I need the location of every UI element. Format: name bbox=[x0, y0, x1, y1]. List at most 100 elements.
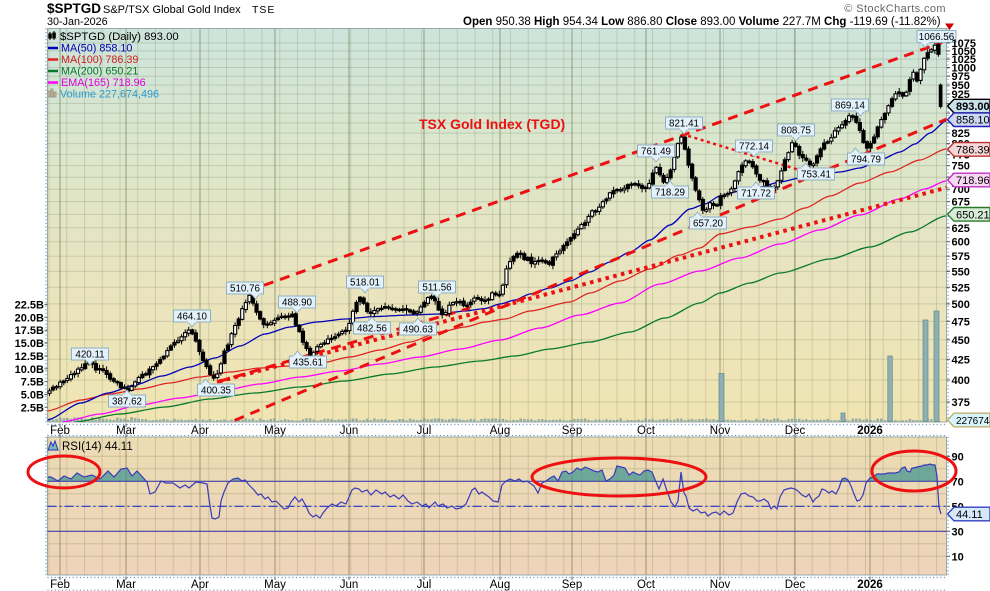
svg-text:753.41: 753.41 bbox=[801, 170, 831, 181]
svg-text:808.75: 808.75 bbox=[781, 126, 812, 137]
svg-text:435.61: 435.61 bbox=[293, 358, 323, 369]
svg-text:510.76: 510.76 bbox=[230, 284, 261, 295]
svg-text:227674496: 227674496 bbox=[956, 416, 990, 427]
svg-text:Mar: Mar bbox=[116, 425, 136, 437]
svg-text:600: 600 bbox=[952, 237, 970, 249]
svg-text:387.62: 387.62 bbox=[112, 397, 142, 408]
svg-text:May: May bbox=[264, 579, 286, 591]
svg-text:Dec: Dec bbox=[785, 425, 806, 437]
svg-text:500: 500 bbox=[952, 299, 970, 311]
svg-text:MA(200) 650.21: MA(200) 650.21 bbox=[61, 66, 138, 78]
svg-text:Volume 227,674,496: Volume 227,674,496 bbox=[60, 89, 159, 101]
svg-text:30: 30 bbox=[952, 526, 964, 538]
svg-text:Feb: Feb bbox=[50, 425, 70, 437]
svg-text:MA(50) 858.10: MA(50) 858.10 bbox=[61, 43, 132, 55]
svg-text:Nov: Nov bbox=[710, 425, 731, 437]
svg-text:400: 400 bbox=[952, 375, 970, 387]
svg-text:Sep: Sep bbox=[562, 579, 582, 591]
svg-text:794.79: 794.79 bbox=[851, 155, 881, 166]
svg-text:7.5B: 7.5B bbox=[21, 377, 44, 389]
svg-text:464.10: 464.10 bbox=[177, 312, 208, 323]
svg-text:RSI(14) 44.11: RSI(14) 44.11 bbox=[62, 441, 133, 453]
svg-text:482.56: 482.56 bbox=[357, 324, 388, 335]
svg-text:525: 525 bbox=[952, 282, 970, 294]
svg-text:30-Jan-2026: 30-Jan-2026 bbox=[47, 16, 108, 28]
svg-text:1025: 1025 bbox=[952, 54, 976, 66]
svg-text:511.56: 511.56 bbox=[422, 283, 452, 294]
svg-text:$SPTGD (Daily) 893.00: $SPTGD (Daily) 893.00 bbox=[60, 31, 179, 43]
svg-text:475: 475 bbox=[952, 316, 970, 328]
svg-text:718.29: 718.29 bbox=[655, 188, 685, 199]
svg-text:975: 975 bbox=[952, 71, 970, 83]
svg-text:17.5B: 17.5B bbox=[15, 325, 44, 337]
svg-text:Jul: Jul bbox=[417, 579, 432, 591]
svg-text:May: May bbox=[264, 425, 286, 437]
svg-text:717.72: 717.72 bbox=[741, 189, 771, 200]
svg-text:Open 950.38 High 954.34 Low 88: Open 950.38 High 954.34 Low 886.80 Close… bbox=[463, 16, 941, 28]
svg-text:425: 425 bbox=[952, 354, 970, 366]
svg-text:375: 375 bbox=[952, 397, 970, 409]
svg-text:22.5B: 22.5B bbox=[15, 299, 44, 311]
svg-text:10: 10 bbox=[952, 551, 964, 563]
svg-text:550: 550 bbox=[952, 266, 970, 278]
svg-text:70: 70 bbox=[952, 476, 964, 488]
svg-text:5.0B: 5.0B bbox=[21, 390, 44, 402]
svg-text:675: 675 bbox=[952, 197, 970, 209]
svg-text:625: 625 bbox=[952, 223, 970, 235]
svg-text:20.0B: 20.0B bbox=[15, 312, 44, 324]
svg-text:15.0B: 15.0B bbox=[15, 338, 44, 350]
svg-text:12.5B: 12.5B bbox=[15, 351, 44, 363]
svg-text:718.96: 718.96 bbox=[956, 175, 990, 187]
svg-text:786.39: 786.39 bbox=[956, 144, 990, 156]
svg-text:575: 575 bbox=[952, 251, 970, 263]
svg-text:$SPTGD: $SPTGD bbox=[47, 1, 101, 16]
svg-text:761.49: 761.49 bbox=[641, 147, 671, 158]
svg-text:2026: 2026 bbox=[857, 425, 883, 437]
svg-text:Aug: Aug bbox=[490, 579, 510, 591]
svg-text:Oct: Oct bbox=[637, 425, 656, 437]
svg-text:TSE: TSE bbox=[252, 4, 275, 16]
svg-text:10.0B: 10.0B bbox=[15, 364, 44, 376]
svg-text:Sep: Sep bbox=[562, 425, 582, 437]
svg-text:MA(100) 786.39: MA(100) 786.39 bbox=[61, 54, 138, 66]
svg-text:925: 925 bbox=[952, 89, 970, 101]
svg-text:518.01: 518.01 bbox=[350, 278, 380, 289]
svg-text:400.35: 400.35 bbox=[201, 386, 232, 397]
svg-text:Feb: Feb bbox=[50, 579, 70, 591]
svg-text:1000: 1000 bbox=[952, 63, 976, 75]
svg-text:TSX Gold Index (TGD): TSX Gold Index (TGD) bbox=[419, 116, 565, 132]
svg-text:420.11: 420.11 bbox=[75, 350, 104, 361]
svg-text:© StockCharts.com: © StockCharts.com bbox=[844, 3, 946, 15]
svg-text:Aug: Aug bbox=[490, 425, 510, 437]
svg-text:Jun: Jun bbox=[340, 425, 359, 437]
svg-text:Apr: Apr bbox=[191, 425, 209, 437]
svg-text:825: 825 bbox=[952, 128, 970, 140]
svg-text:450: 450 bbox=[952, 335, 970, 347]
svg-text:Dec: Dec bbox=[785, 579, 806, 591]
svg-text:893.00: 893.00 bbox=[956, 101, 990, 113]
svg-text:750: 750 bbox=[952, 161, 970, 173]
svg-text:S&P/TSX Global Gold Index: S&P/TSX Global Gold Index bbox=[103, 4, 241, 16]
svg-text:772.14: 772.14 bbox=[739, 142, 770, 153]
svg-text:858.10: 858.10 bbox=[956, 115, 990, 127]
svg-text:1066.56: 1066.56 bbox=[919, 32, 955, 43]
svg-text:488.90: 488.90 bbox=[282, 298, 313, 309]
svg-text:Jul: Jul bbox=[417, 425, 432, 437]
svg-text:44.11: 44.11 bbox=[956, 509, 983, 521]
svg-text:Oct: Oct bbox=[637, 579, 656, 591]
svg-text:2026: 2026 bbox=[857, 579, 883, 591]
svg-text:1075: 1075 bbox=[952, 38, 976, 50]
svg-text:657.20: 657.20 bbox=[693, 219, 724, 230]
svg-text:490.63: 490.63 bbox=[403, 325, 434, 336]
svg-text:Nov: Nov bbox=[710, 579, 731, 591]
svg-text:EMA(165) 718.96: EMA(165) 718.96 bbox=[61, 77, 146, 89]
svg-text:821.41: 821.41 bbox=[669, 119, 699, 130]
svg-text:650.21: 650.21 bbox=[956, 209, 990, 221]
svg-text:2.5B: 2.5B bbox=[21, 402, 44, 414]
svg-text:Jun: Jun bbox=[340, 579, 359, 591]
svg-text:1050: 1050 bbox=[952, 46, 976, 58]
svg-text:Mar: Mar bbox=[116, 579, 136, 591]
svg-text:90: 90 bbox=[952, 451, 964, 463]
svg-text:950: 950 bbox=[952, 80, 970, 92]
svg-text:Apr: Apr bbox=[191, 579, 209, 591]
